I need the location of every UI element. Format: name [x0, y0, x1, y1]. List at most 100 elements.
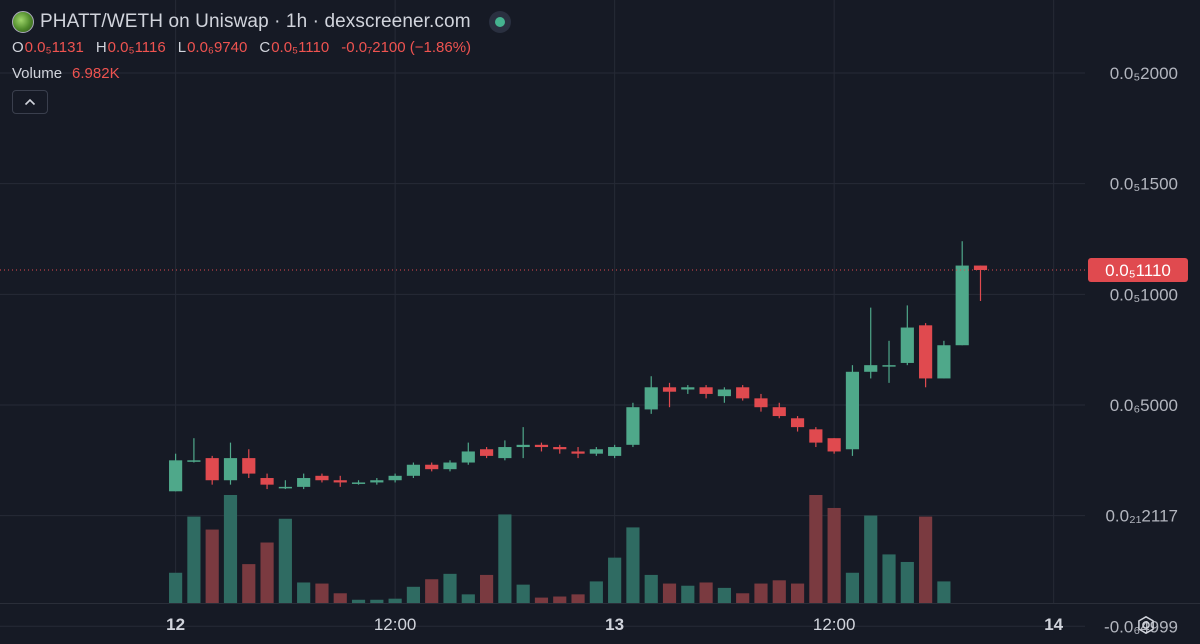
price-axis[interactable]: 0.0₅2000 0.0₅1500 0.0₅1000 0.0₆5000 0.0₂₁211… [1104, 64, 1178, 636]
candle-body [553, 447, 567, 450]
price-tick-label: 0.0₅1000 [1110, 285, 1178, 304]
chart-title: PHATT/WETH on Uniswap · 1h · dexscreener… [40, 11, 471, 32]
candle-body [260, 478, 274, 485]
volume-bar [772, 580, 786, 603]
volume-bar [388, 598, 402, 603]
candle-body [827, 438, 841, 452]
price-change: -0.0₇2100 (−1.86%) [341, 39, 472, 56]
collapse-legend-button[interactable] [12, 90, 48, 114]
candle-body [534, 444, 549, 448]
volume-bar [608, 557, 622, 603]
price-tick-label: 0.0₂₁2117 [1105, 507, 1178, 526]
ohlc-open-key: O [12, 39, 24, 56]
volume-bar [205, 529, 219, 603]
volume-bar [351, 599, 366, 603]
volume-bar [882, 554, 896, 603]
ohlc-low-key: L [177, 39, 187, 56]
ohlc-open-value: 0.0₅1131 [24, 39, 84, 56]
volume-value: 6.982K [72, 65, 120, 82]
volume-bar [370, 599, 384, 603]
candle-body [864, 365, 878, 372]
volume-bars [169, 495, 951, 603]
grid-lines [0, 0, 1200, 627]
volume-bar [480, 574, 494, 603]
candle-body [205, 458, 219, 481]
candle-body [297, 478, 311, 487]
candle-body [681, 387, 695, 390]
candle-body [772, 407, 786, 417]
candle-body [900, 327, 914, 363]
candle-body [809, 429, 823, 443]
volume-bar [461, 594, 475, 603]
volume-bar [754, 583, 768, 603]
last-price-line: 0.0₅1110 [0, 257, 1188, 282]
candle-body [498, 447, 512, 459]
candle-body [662, 387, 677, 392]
chart-settings-button[interactable] [1135, 614, 1157, 636]
volume-bar [406, 586, 420, 603]
volume-bar [717, 587, 731, 603]
candle-body [955, 265, 969, 346]
time-tick-label: 12:00 [374, 615, 417, 634]
time-tick-label: 12 [166, 615, 185, 634]
volume-bar [845, 572, 860, 603]
time-tick-label: 13 [605, 615, 624, 634]
volume-bar [498, 514, 512, 603]
candle-body [790, 418, 805, 428]
price-tick-label: 0.0₆5000 [1110, 396, 1178, 415]
volume-bar [333, 593, 347, 603]
volume-bar [589, 581, 603, 603]
live-status-icon [494, 17, 505, 27]
volume-bar [260, 542, 274, 603]
candle-body [571, 451, 585, 454]
volume-bar [187, 516, 201, 603]
volume-bar [278, 518, 292, 603]
ohlc-close-key: C [259, 39, 271, 56]
candle-body [351, 482, 366, 484]
volume-legend: Volume 6.982K [12, 65, 511, 82]
candle-body [845, 371, 860, 450]
candle-body [242, 458, 256, 474]
candle-body [461, 451, 475, 463]
candle-body [973, 265, 988, 270]
volume-bar [297, 582, 311, 603]
ohlc-close-value: 0.0₅1110 [271, 39, 330, 56]
time-axis[interactable]: 12 12:00 13 12:00 14 [166, 615, 1064, 634]
candle-body [169, 460, 183, 492]
volume-bar [681, 585, 695, 603]
volume-bar [809, 495, 823, 603]
candle-body [223, 458, 238, 481]
volume-bar [169, 572, 183, 603]
volume-bar [242, 564, 256, 603]
token-logo-icon [12, 11, 34, 33]
candle-body [626, 407, 640, 445]
candle-body [406, 464, 420, 476]
ohlc-high-key: H [95, 39, 107, 56]
volume-bar [534, 597, 549, 603]
volume-bar [919, 516, 933, 603]
candle-body [608, 447, 622, 456]
volume-bar [626, 527, 640, 603]
volume-bar [315, 583, 329, 603]
time-tick-label: 12:00 [813, 615, 856, 634]
candle-body [736, 387, 750, 399]
volume-bar [736, 593, 750, 603]
volume-bar [443, 573, 457, 603]
ohlc-values: O 0.0₅1131 H 0.0₅1116 L 0.0₆9740 C 0.0₅1… [12, 39, 511, 59]
candle-body [644, 387, 658, 410]
volume-bar [425, 579, 439, 603]
price-tick-label: 0.0₅2000 [1110, 64, 1178, 83]
status-indicator[interactable] [488, 11, 511, 33]
volume-bar [937, 581, 951, 603]
candle-body [717, 389, 731, 397]
candle-body [480, 449, 494, 456]
price-tick-label: 0.0₅1500 [1110, 175, 1178, 194]
volume-bar [662, 583, 677, 603]
candle-body [882, 365, 896, 367]
volume-bar [864, 515, 878, 603]
volume-bar [790, 583, 805, 603]
candle-body [370, 480, 384, 483]
volume-bar [644, 574, 658, 603]
chevron-up-icon [24, 98, 36, 106]
